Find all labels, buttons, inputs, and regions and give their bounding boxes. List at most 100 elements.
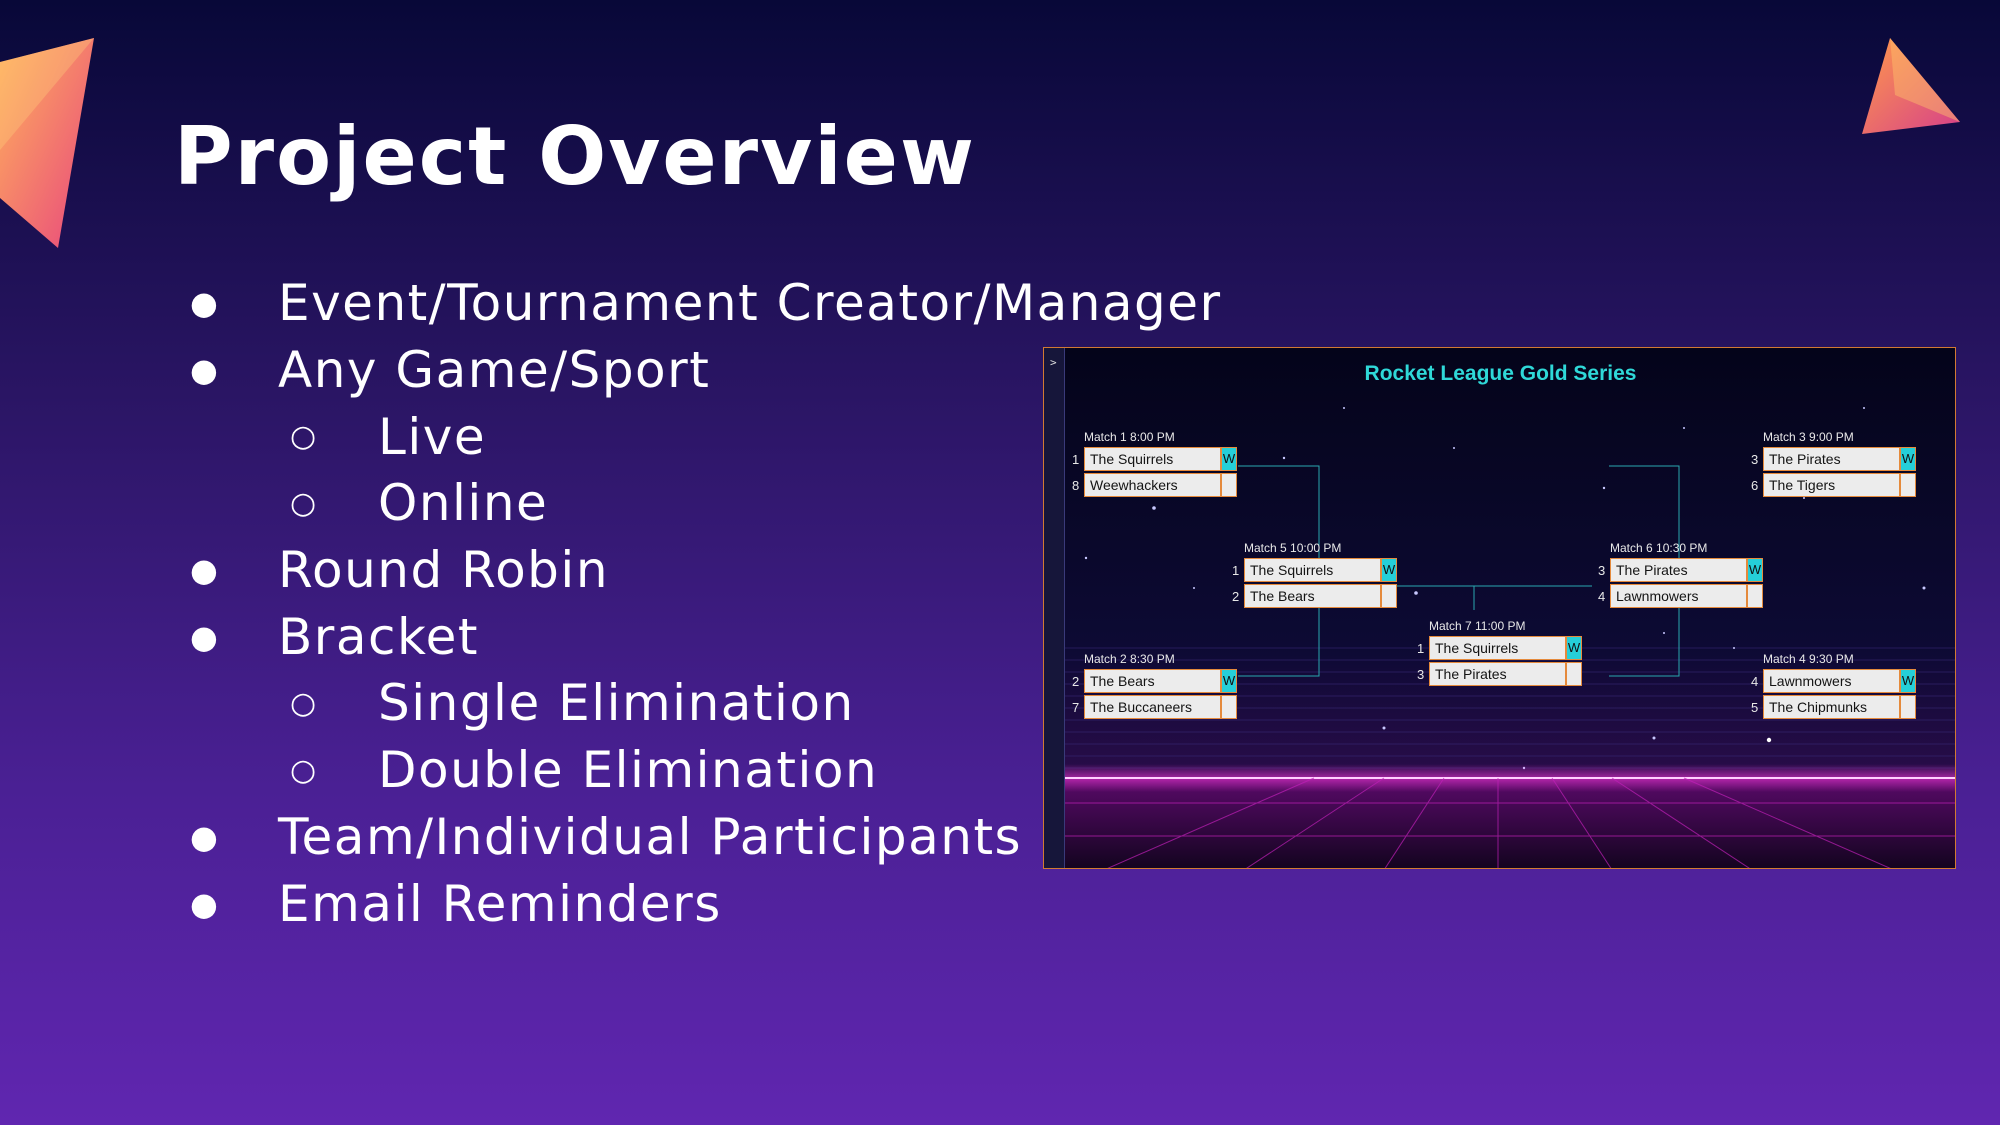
team-row: 2 The Bears W [1072,668,1237,694]
team-slot[interactable]: The Pirates [1429,662,1582,686]
team-slot[interactable]: The Squirrels W [1084,447,1237,471]
team-slot[interactable]: The Squirrels W [1244,558,1397,582]
match-label: Match 6 10:30 PM [1610,541,1708,555]
bullet-item: ● Event/Tournament Creator/Manager [190,270,1222,337]
team-slot[interactable]: Lawnmowers [1610,584,1763,608]
team-slot[interactable]: The Bears [1244,584,1397,608]
match-card-2: Match 2 8:30 PM 2 The Bears W 7 The Bucca… [1072,650,1237,720]
winner-indicator-empty[interactable] [1901,696,1915,718]
team-slot[interactable]: The Buccaneers [1084,695,1237,719]
sub-bullet-item: ○ Single Elimination [190,670,1222,737]
team-name: The Squirrels [1085,448,1222,470]
bullet-item: ● Any Game/Sport [190,337,1222,404]
sub-bullet-marker: ○ [290,752,318,788]
slide-title: Project Overview [174,110,976,203]
team-slot[interactable]: The Squirrels W [1429,636,1582,660]
seed-number: 6 [1751,477,1759,493]
match-label: Match 5 10:00 PM [1244,541,1342,555]
right-triangle-decoration [1862,38,1960,134]
bullet-item: ● Round Robin [190,537,1222,604]
match-label: Match 2 8:30 PM [1084,652,1175,666]
team-row: 1 The Squirrels W [1072,446,1237,472]
winner-indicator[interactable]: W [1222,448,1236,470]
team-row: 1 The Squirrels W [1232,557,1397,583]
team-slot[interactable]: The Pirates W [1763,447,1916,471]
seed-number: 3 [1598,562,1606,578]
team-name: Lawnmowers [1764,670,1901,692]
sub-bullet-item: ○ Online [190,470,1222,537]
bullet-text: Team/Individual Participants [278,807,1023,866]
match-card-6: Match 6 10:30 PM 3 The Pirates W 4 Lawnmo… [1598,539,1763,609]
winner-indicator[interactable]: W [1382,559,1396,581]
winner-indicator[interactable]: W [1567,637,1581,659]
seed-number: 2 [1232,588,1240,604]
team-row: 4 Lawnmowers W [1751,668,1916,694]
seed-number: 4 [1751,673,1759,689]
team-name: The Bears [1085,670,1222,692]
bullet-text: Online [378,474,549,533]
team-row: 3 The Pirates [1417,661,1582,687]
team-row: 5 The Chipmunks [1751,694,1916,720]
match-label: Match 7 11:00 PM [1429,619,1526,633]
match-card-5: Match 5 10:00 PM 1 The Squirrels W 2 The … [1232,539,1397,609]
seed-number: 3 [1751,451,1759,467]
winner-indicator-empty[interactable] [1222,474,1236,496]
seed-number: 4 [1598,588,1606,604]
team-slot[interactable]: The Pirates W [1610,558,1763,582]
team-row: 8 Weewhackers [1072,472,1237,498]
winner-indicator[interactable]: W [1901,448,1915,470]
sub-bullet-item: ○ Double Elimination [190,737,1222,804]
bracket-screenshot: > Rocket League Gold Series Match 1 8:00… [1043,347,1956,869]
winner-indicator-empty[interactable] [1901,474,1915,496]
sub-bullet-marker: ○ [290,485,318,521]
team-name: The Tigers [1764,474,1901,496]
bullet-marker: ● [190,617,220,656]
seed-number: 5 [1751,699,1759,715]
winner-indicator-empty[interactable] [1222,696,1236,718]
winner-indicator[interactable]: W [1901,670,1915,692]
winner-indicator[interactable]: W [1748,559,1762,581]
bullet-text: Single Elimination [378,674,855,733]
bullet-marker: ● [190,817,220,856]
team-row: 2 The Bears [1232,583,1397,609]
team-slot[interactable]: The Bears W [1084,669,1237,693]
bullet-text: Live [378,407,487,466]
team-row: 4 Lawnmowers [1598,583,1763,609]
team-name: The Bears [1245,585,1382,607]
seed-number: 8 [1072,477,1080,493]
match-card-4: Match 4 9:30 PM 4 Lawnmowers W 5 The Chip… [1751,650,1916,720]
sidebar-toggle-button[interactable]: > [1050,356,1057,369]
seed-number: 1 [1232,562,1240,578]
team-row: 6 The Tigers [1751,472,1916,498]
team-name: Weewhackers [1085,474,1222,496]
bracket-background [1064,348,1955,868]
winner-indicator-empty[interactable] [1382,585,1396,607]
winner-indicator-empty[interactable] [1748,585,1762,607]
sub-bullet-item: ○ Live [190,403,1222,470]
seed-number: 1 [1417,640,1425,656]
tournament-title: Rocket League Gold Series [1364,362,1637,385]
team-name: Lawnmowers [1611,585,1748,607]
team-slot[interactable]: The Tigers [1763,473,1916,497]
match-label: Match 4 9:30 PM [1763,652,1854,666]
bullet-list: ● Event/Tournament Creator/Manager ● Any G… [190,270,1222,937]
collapsed-sidebar: > [1044,348,1065,868]
winner-indicator-empty[interactable] [1567,663,1581,685]
bullet-text: Round Robin [278,541,610,600]
team-name: The Buccaneers [1085,696,1222,718]
team-slot[interactable]: Lawnmowers W [1763,669,1916,693]
seed-number: 1 [1072,451,1080,467]
team-slot[interactable]: Weewhackers [1084,473,1237,497]
bullet-text: Any Game/Sport [278,341,711,400]
sub-bullet-marker: ○ [290,419,318,455]
team-row: 3 The Pirates W [1751,446,1916,472]
team-name: The Squirrels [1430,637,1567,659]
match-label: Match 3 9:00 PM [1763,430,1854,444]
bullet-item: ● Bracket [190,603,1222,670]
team-slot[interactable]: The Chipmunks [1763,695,1916,719]
bullet-text: Event/Tournament Creator/Manager [278,274,1222,333]
winner-indicator[interactable]: W [1222,670,1236,692]
team-row: 3 The Pirates W [1598,557,1763,583]
bullet-marker: ● [190,551,220,590]
